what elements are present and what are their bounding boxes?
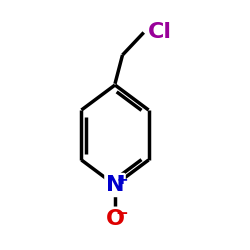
Text: N: N: [106, 175, 124, 195]
Text: −: −: [116, 206, 128, 221]
Text: Cl: Cl: [148, 22, 172, 42]
Text: O: O: [106, 209, 124, 229]
Text: X: X: [106, 175, 124, 195]
Text: +: +: [116, 172, 128, 186]
Text: X: X: [106, 209, 124, 229]
